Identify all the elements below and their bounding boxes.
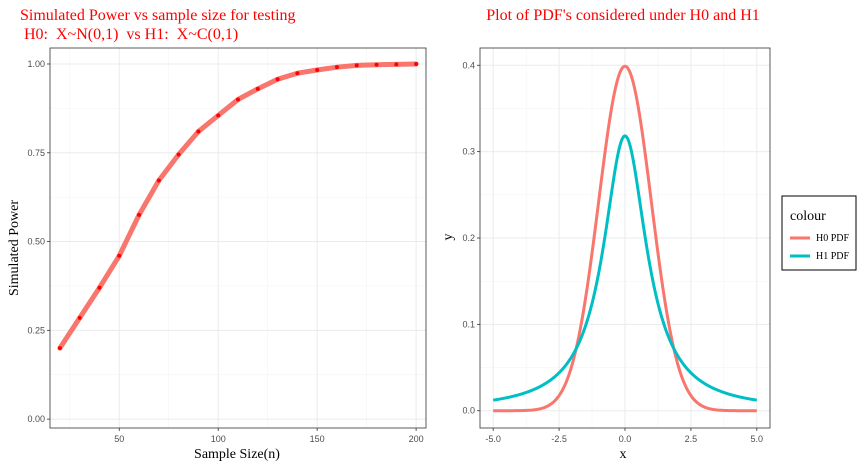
right-y-axis-title: y	[441, 234, 456, 241]
right-chart-title: Plot of PDF's considered under H0 and H1	[486, 7, 760, 24]
power-point	[374, 62, 379, 67]
right-panel-border	[479, 47, 771, 429]
x-tick-label: 50	[114, 434, 124, 444]
power-point	[394, 62, 399, 67]
power-point	[196, 129, 201, 134]
power-point	[117, 253, 122, 258]
legend-title: colour	[790, 209, 826, 224]
legend-label-h1: H1 PDF	[816, 251, 850, 262]
power-point	[255, 86, 260, 91]
x-tick-label: -5.0	[485, 434, 501, 444]
x-tick-label: 5.0	[751, 434, 764, 444]
power-point	[414, 61, 419, 66]
y-tick-label: 0.3	[462, 147, 475, 157]
power-point	[176, 152, 181, 157]
y-tick-label: 1.00	[27, 59, 45, 69]
pdf-line-h1-pdf	[492, 134, 758, 402]
power-point	[295, 71, 300, 76]
right-x-axis-title: x	[620, 447, 627, 462]
x-tick-label: 200	[409, 434, 424, 444]
y-tick-label: 0.1	[462, 319, 475, 329]
x-tick-label: 100	[211, 434, 226, 444]
y-tick-label: 0.2	[462, 233, 475, 243]
y-tick-label: 0.4	[462, 60, 475, 70]
power-point	[275, 77, 280, 82]
power-point	[354, 63, 359, 68]
left-x-axis-title: Sample Size(n)	[194, 447, 280, 462]
legend-box	[781, 195, 857, 271]
legend: colour H0 PDF H1 PDF	[781, 195, 857, 271]
power-point	[216, 113, 221, 118]
y-tick-label: 0.75	[27, 148, 45, 158]
power-point	[334, 65, 339, 70]
y-tick-label: 0.25	[27, 325, 45, 335]
left-chart-subtitle: H0: X~N(0,1) vs H1: X~C(0,1)	[20, 26, 238, 43]
power-point	[77, 315, 82, 320]
power-curve-panel: 50 100 150 200 0.00 0.25 0.50 0.75 1.00	[27, 47, 427, 444]
left-chart-title: Simulated Power vs sample size for testi…	[20, 7, 296, 24]
left-panel-border	[49, 47, 427, 429]
y-tick-label: 0.0	[462, 406, 475, 416]
power-point	[315, 68, 320, 73]
x-tick-label: 0.0	[619, 434, 632, 444]
power-point	[236, 97, 240, 102]
pdf-panel: -5.0 -2.5 0.0 2.5 5.0 0.0 0.1 0.2 0.3 0.4	[462, 47, 771, 444]
power-point	[57, 346, 62, 351]
power-point	[97, 285, 102, 290]
y-tick-label: 0.00	[27, 414, 45, 424]
pdf-line-h0-pdf	[493, 64, 757, 413]
x-tick-label: -2.5	[551, 434, 567, 444]
power-point	[156, 178, 161, 183]
power-point	[137, 212, 142, 217]
x-tick-label: 150	[310, 434, 325, 444]
x-tick-label: 2.5	[685, 434, 698, 444]
left-y-axis-title: Simulated Power	[7, 200, 22, 296]
power-line	[57, 61, 419, 351]
legend-label-h0: H0 PDF	[816, 233, 850, 244]
y-tick-label: 0.50	[27, 237, 45, 247]
